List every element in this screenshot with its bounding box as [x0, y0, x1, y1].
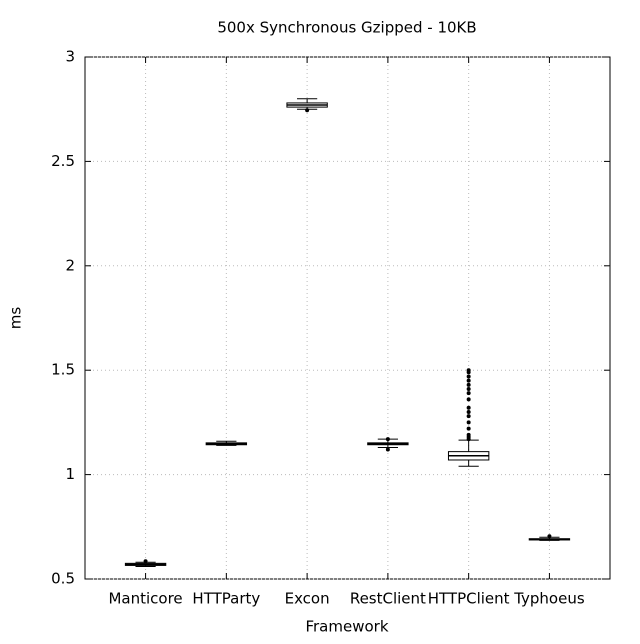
x-tick-label: HTTPClient	[428, 590, 510, 608]
chart-title: 500x Synchronous Gzipped - 10KB	[217, 19, 476, 37]
x-tick-label: Excon	[285, 590, 330, 608]
y-tick-label: 1.5	[51, 361, 75, 379]
outlier	[466, 368, 471, 373]
outlier	[466, 391, 471, 396]
outlier	[305, 108, 310, 113]
y-tick-label: 3	[65, 48, 75, 66]
outlier	[466, 414, 471, 419]
y-axis-label: ms	[7, 307, 25, 330]
y-tick-label: 0.5	[51, 570, 75, 588]
x-tick-label: RestClient	[350, 590, 426, 608]
x-tick-label: HTTParty	[192, 590, 260, 608]
outlier	[466, 374, 471, 379]
outlier	[466, 405, 471, 410]
outlier	[466, 432, 471, 437]
outlier	[385, 447, 390, 452]
outlier	[466, 420, 471, 425]
outlier	[466, 426, 471, 431]
x-tick-label: Manticore	[108, 590, 182, 608]
outlier	[466, 397, 471, 402]
y-tick-label: 1	[65, 465, 75, 483]
outlier	[466, 378, 471, 383]
outlier	[547, 534, 552, 539]
outlier	[466, 409, 471, 414]
x-tick-label: Typhoeus	[513, 590, 585, 608]
outlier	[466, 382, 471, 387]
outlier	[143, 559, 148, 564]
x-axis-label: Framework	[305, 618, 388, 636]
plot-frame	[84, 56, 611, 580]
outlier	[466, 386, 471, 391]
outlier	[385, 437, 390, 442]
y-tick-label: 2.5	[51, 152, 75, 170]
y-tick-label: 2	[65, 256, 75, 274]
